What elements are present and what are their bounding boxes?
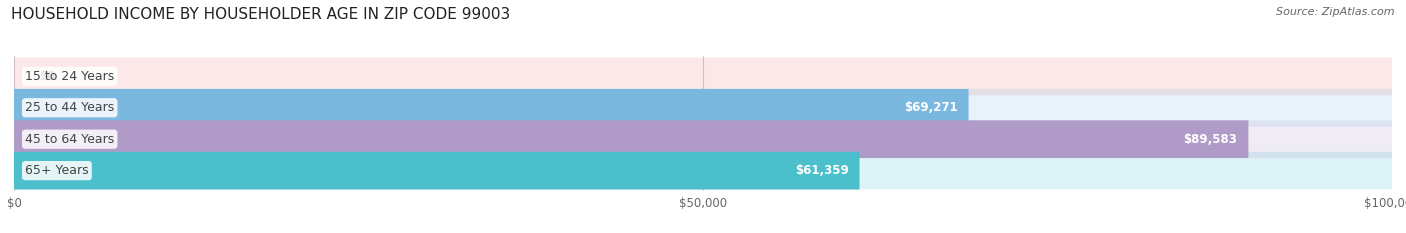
Text: $0: $0 [39, 70, 55, 83]
Text: Source: ZipAtlas.com: Source: ZipAtlas.com [1277, 7, 1395, 17]
FancyBboxPatch shape [14, 89, 969, 127]
FancyBboxPatch shape [14, 152, 859, 189]
FancyBboxPatch shape [14, 152, 1392, 189]
Text: 45 to 64 Years: 45 to 64 Years [25, 133, 114, 146]
Text: 15 to 24 Years: 15 to 24 Years [25, 70, 114, 83]
Text: 25 to 44 Years: 25 to 44 Years [25, 101, 114, 114]
FancyBboxPatch shape [14, 120, 1249, 158]
FancyBboxPatch shape [14, 89, 1392, 127]
Text: 65+ Years: 65+ Years [25, 164, 89, 177]
FancyBboxPatch shape [14, 120, 1392, 158]
Text: $69,271: $69,271 [904, 101, 957, 114]
Text: HOUSEHOLD INCOME BY HOUSEHOLDER AGE IN ZIP CODE 99003: HOUSEHOLD INCOME BY HOUSEHOLDER AGE IN Z… [11, 7, 510, 22]
FancyBboxPatch shape [14, 58, 1392, 95]
Text: $89,583: $89,583 [1184, 133, 1237, 146]
Text: $61,359: $61,359 [794, 164, 848, 177]
